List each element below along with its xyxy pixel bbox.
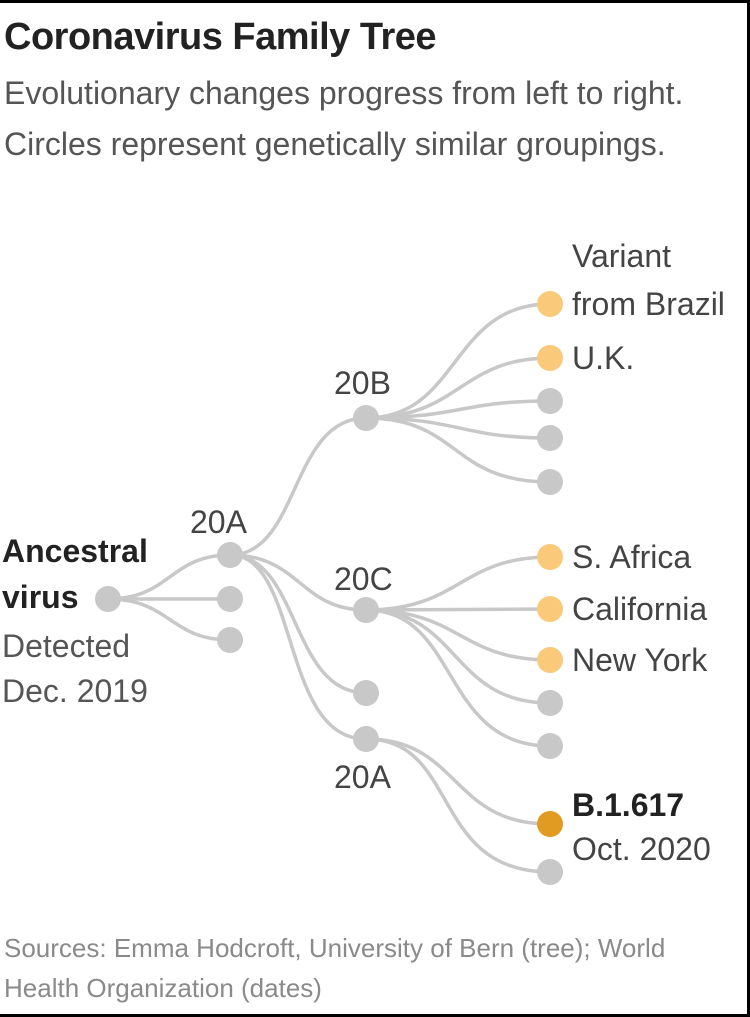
node-20c [353,597,379,623]
label-brazil-line1: Variant [572,238,671,274]
node-newyork [537,647,563,673]
node-20c-leaf2 [537,733,563,759]
node-20a-leaf [353,680,379,706]
branch-20c-safrica [365,555,551,612]
branch-20c-california [365,607,551,612]
node-20b-leaf3 [537,469,563,495]
label-b1617-date: Oct. 2020 [572,831,711,867]
tree-branches [107,302,551,874]
node-uk [537,345,563,371]
tree-labels: Ancestral virus Detected Dec. 2019 20A 2… [2,238,725,867]
label-b1617: B.1.617 [572,787,684,823]
branch-20c-newyork [365,608,551,662]
chart-title: Coronavirus Family Tree [4,16,437,58]
branch-20c-leaf1 [365,608,551,705]
node-brazil [537,291,563,317]
label-newyork: New York [572,642,708,678]
label-detected-line1: Detected [2,628,130,664]
node-20b-leaf2 [537,425,563,451]
label-20b: 20B [334,365,391,401]
branch-20b-brazil [365,302,551,420]
node-safrica [537,544,563,570]
node-20c-leaf1 [537,690,563,716]
node-ancestral [95,586,121,612]
branch-root-20a [107,553,231,601]
node-20a-sub [353,726,379,752]
branch-root-leaf2 [107,597,231,642]
branch-20a-sub-b1617 [365,737,551,826]
chart-subtitle: Evolutionary changes progress from left … [4,75,684,162]
label-20c: 20C [334,561,393,597]
label-20a-sub: 20A [334,759,392,795]
node-20b [353,405,379,431]
label-brazil-line2: from Brazil [572,286,725,322]
branch-20a-leaf [229,553,367,695]
label-uk: U.K. [572,340,634,376]
branch-20a-20c [229,553,367,612]
label-ancestral-line1: Ancestral [2,533,148,569]
tree-nodes [95,291,563,885]
node-root-leaf2 [217,627,243,653]
label-detected-line2: Dec. 2019 [2,673,148,709]
branch-20a-sub-leaf [365,737,551,874]
node-root-leaf1 [217,586,243,612]
label-california: California [572,591,707,627]
chart-sources: Sources: Emma Hodcroft, University of Be… [4,933,666,1003]
branch-20c-leaf2 [365,608,551,748]
branch-20b-leaf2 [365,416,551,440]
branch-20a-20a-sub [229,553,367,741]
label-20a: 20A [190,504,248,540]
label-ancestral-line2: virus [2,579,78,615]
branch-20b-leaf3 [365,416,551,484]
node-20a [217,542,243,568]
branch-20a-20b [229,416,367,557]
node-20a-sub-leaf [537,859,563,885]
branch-20b-uk [365,356,551,420]
label-safrica: S. Africa [572,539,691,575]
node-20b-leaf1 [537,388,563,414]
node-california [537,596,563,622]
node-b1617 [537,811,563,837]
